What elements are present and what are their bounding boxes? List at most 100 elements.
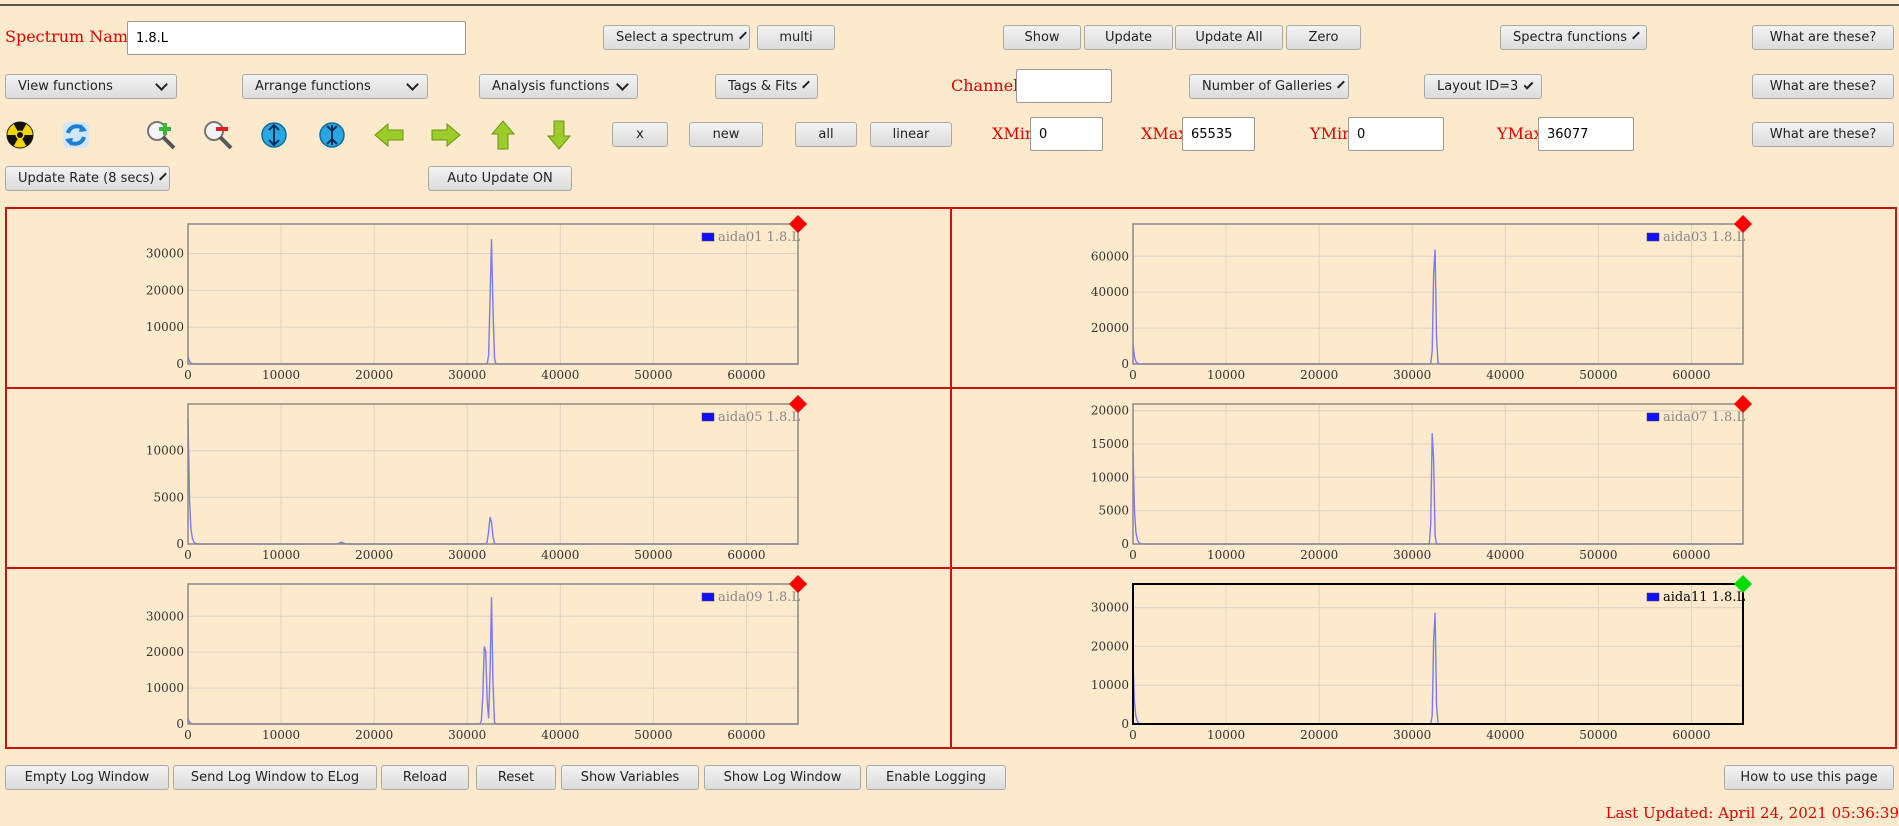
empty-log-button[interactable]: Empty Log Window	[5, 765, 169, 790]
enable-logging-button[interactable]: Enable Logging	[866, 765, 1006, 790]
x-tick-label: 30000	[1393, 548, 1431, 562]
legend-swatch	[1646, 232, 1660, 242]
layout-dropdown[interactable]: Layout ID=3	[1424, 74, 1542, 99]
chevron-down-icon	[159, 172, 168, 181]
view-functions-dropdown[interactable]: View functions	[5, 74, 177, 99]
y-tick-label: 10000	[146, 320, 184, 334]
show-variables-button[interactable]: Show Variables	[561, 765, 699, 790]
how-to-use-button[interactable]: How to use this page	[1724, 765, 1894, 790]
number-of-galleries-dropdown[interactable]: Number of Galleries	[1189, 74, 1349, 99]
expand-vertical-icon[interactable]	[257, 118, 291, 152]
y-tick-label: 40000	[1091, 285, 1129, 299]
spectrum-plot: 0 10000 20000 30000 40000 50000 60000 0 5000 1000…	[146, 395, 807, 562]
x-tick-label: 20000	[355, 728, 393, 742]
update-rate-dropdown[interactable]: Update Rate (8 secs)	[5, 166, 170, 191]
tags-fits-dropdown[interactable]: Tags & Fits	[715, 74, 818, 99]
zoom-out-icon[interactable]	[201, 118, 235, 152]
what-are-these-button-2[interactable]: What are these?	[1752, 74, 1894, 99]
spectrum-panel[interactable]: 0 10000 20000 30000 40000 50000 60000 0 20000 400…	[950, 207, 1897, 389]
spectrum-name-label: Spectrum Name:	[5, 27, 143, 46]
plot-frame	[1132, 223, 1744, 365]
view-functions-label: View functions	[18, 79, 113, 94]
chevron-down-icon	[738, 31, 747, 40]
all-button[interactable]: all	[795, 122, 857, 147]
auto-update-button[interactable]: Auto Update ON	[428, 166, 572, 191]
legend-label: aida09 1.8.L	[718, 590, 800, 605]
x-button[interactable]: x	[612, 122, 668, 147]
arrange-functions-dropdown[interactable]: Arrange functions	[242, 74, 428, 99]
x-tick-label: 30000	[1393, 368, 1431, 382]
y-tick-label: 30000	[146, 246, 184, 260]
show-button[interactable]: Show	[1003, 25, 1081, 50]
xmin-input[interactable]	[1030, 117, 1103, 151]
y-tick-label: 30000	[146, 609, 184, 623]
ymin-input[interactable]	[1348, 117, 1444, 151]
x-tick-label: 20000	[1300, 368, 1338, 382]
xmax-label: XMax	[1141, 124, 1188, 143]
spectra-functions-dropdown[interactable]: Spectra functions	[1500, 25, 1647, 50]
send-log-button[interactable]: Send Log Window to ELog	[173, 765, 377, 790]
show-log-button[interactable]: Show Log Window	[704, 765, 861, 790]
x-tick-label: 30000	[448, 548, 486, 562]
legend-label: aida03 1.8.L	[1663, 230, 1745, 245]
x-tick-label: 60000	[727, 368, 765, 382]
radiation-icon[interactable]	[3, 118, 37, 152]
analysis-functions-dropdown[interactable]: Analysis functions	[479, 74, 638, 99]
spectrum-panel[interactable]: 0 10000 20000 30000 40000 50000 60000 0 5000 1000…	[5, 387, 952, 569]
legend-label: aida11 1.8.L	[1663, 590, 1745, 605]
chevron-down-icon	[1337, 80, 1345, 89]
linear-button[interactable]: linear	[870, 122, 952, 147]
legend-swatch	[1646, 412, 1660, 422]
xmax-input[interactable]	[1182, 117, 1255, 151]
new-button[interactable]: new	[689, 122, 763, 147]
spectrum-name-input[interactable]	[127, 21, 466, 55]
ymax-input[interactable]	[1538, 117, 1634, 151]
what-are-these-button-3[interactable]: What are these?	[1752, 122, 1894, 147]
legend-swatch	[1646, 592, 1660, 602]
arrow-down-icon[interactable]	[542, 118, 576, 152]
x-tick-label: 50000	[634, 548, 672, 562]
plot-frame	[1132, 583, 1744, 725]
y-tick-label: 5000	[1098, 504, 1129, 518]
reload-button[interactable]: Reload	[381, 765, 469, 790]
x-tick-label: 40000	[541, 548, 579, 562]
y-tick-label: 0	[1121, 357, 1129, 371]
spectrum-panel[interactable]: 0 10000 20000 30000 40000 50000 60000 0 10000 200…	[5, 567, 952, 749]
x-tick-label: 10000	[262, 728, 300, 742]
arrange-functions-label: Arrange functions	[255, 79, 371, 94]
legend-label: aida01 1.8.L	[718, 230, 800, 245]
x-tick-label: 0	[1129, 728, 1137, 742]
y-tick-label: 20000	[1091, 639, 1129, 653]
x-tick-label: 30000	[448, 728, 486, 742]
x-tick-label: 20000	[1300, 728, 1338, 742]
refresh-icon[interactable]	[59, 118, 93, 152]
x-tick-label: 10000	[262, 548, 300, 562]
plot-frame	[187, 223, 799, 365]
arrow-up-icon[interactable]	[486, 118, 520, 152]
update-button[interactable]: Update	[1084, 25, 1173, 50]
plot-frame	[187, 583, 799, 725]
channel-label: Channel:	[951, 76, 1024, 95]
spectrum-panel[interactable]: 0 10000 20000 30000 40000 50000 60000 0 5000 1000…	[950, 387, 1897, 569]
y-tick-label: 0	[176, 357, 184, 371]
spectrum-panel[interactable]: 0 10000 20000 30000 40000 50000 60000 0 10000 200…	[950, 567, 1897, 749]
zoom-in-icon[interactable]	[144, 118, 178, 152]
x-tick-label: 0	[1129, 548, 1137, 562]
multi-button[interactable]: multi	[757, 25, 835, 50]
x-tick-label: 0	[184, 548, 192, 562]
x-tick-label: 50000	[634, 728, 672, 742]
select-spectrum-dropdown[interactable]: Select a spectrum	[603, 25, 750, 50]
plot-area	[1133, 584, 1743, 724]
x-tick-label: 60000	[1672, 728, 1710, 742]
contract-vertical-icon[interactable]	[315, 118, 349, 152]
arrow-left-icon[interactable]	[372, 118, 406, 152]
what-are-these-button-1[interactable]: What are these?	[1752, 25, 1894, 50]
arrow-right-icon[interactable]	[429, 118, 463, 152]
reset-button[interactable]: Reset	[476, 765, 556, 790]
spectrum-plot: 0 10000 20000 30000 40000 50000 60000 0 5000 1000…	[1091, 395, 1752, 562]
zero-button[interactable]: Zero	[1286, 25, 1361, 50]
spectrum-panel[interactable]: 0 10000 20000 30000 40000 50000 60000 0 10000 200…	[5, 207, 952, 389]
channel-input[interactable]	[1016, 69, 1112, 103]
ymin-label: YMin	[1310, 124, 1353, 143]
update-all-button[interactable]: Update All	[1175, 25, 1283, 50]
